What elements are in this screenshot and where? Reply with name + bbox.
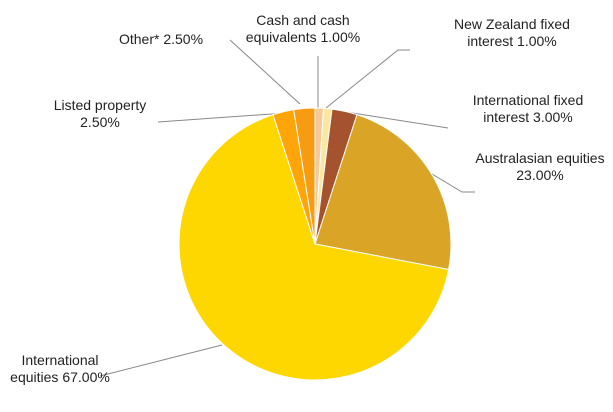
leader-line [229, 39, 301, 105]
data-label: New Zealand fixed interest 1.00% [432, 16, 592, 50]
value-label: 1.00% [320, 29, 361, 45]
category-label: New Zealand fixed interest [454, 16, 570, 49]
value-label: 67.00% [62, 369, 110, 385]
data-label: International equities 67.00% [5, 352, 115, 386]
pie-slice [178, 114, 450, 381]
value-label: 23.00% [516, 167, 564, 183]
data-label: Cash and cash equivalents 1.00% [228, 12, 378, 46]
category-label: Cash and cash equivalents [245, 12, 350, 45]
data-label: Australasian equities 23.00% [470, 150, 610, 184]
value-label: 2.50% [80, 114, 120, 130]
data-label: Listed property 2.50% [40, 97, 160, 131]
category-label: International fixed interest [472, 92, 584, 125]
pie-slice [314, 114, 452, 271]
leader-line [431, 173, 475, 193]
leader-line [345, 111, 449, 129]
value-label: 2.50% [163, 31, 204, 47]
category-label: Other* [118, 31, 160, 47]
category-label: Australasian equities [475, 150, 605, 166]
leader-line [325, 49, 410, 109]
leader-line [99, 344, 223, 377]
leader-line [157, 112, 287, 123]
category-label: International equities [10, 352, 99, 385]
value-label: 3.00% [533, 109, 573, 125]
pie-slice [293, 107, 316, 245]
category-label: Listed property [53, 97, 147, 113]
data-label: International fixed interest 3.00% [448, 92, 608, 126]
data-label: Other* 2.50% [86, 31, 236, 48]
value-label: 1.00% [517, 33, 557, 49]
